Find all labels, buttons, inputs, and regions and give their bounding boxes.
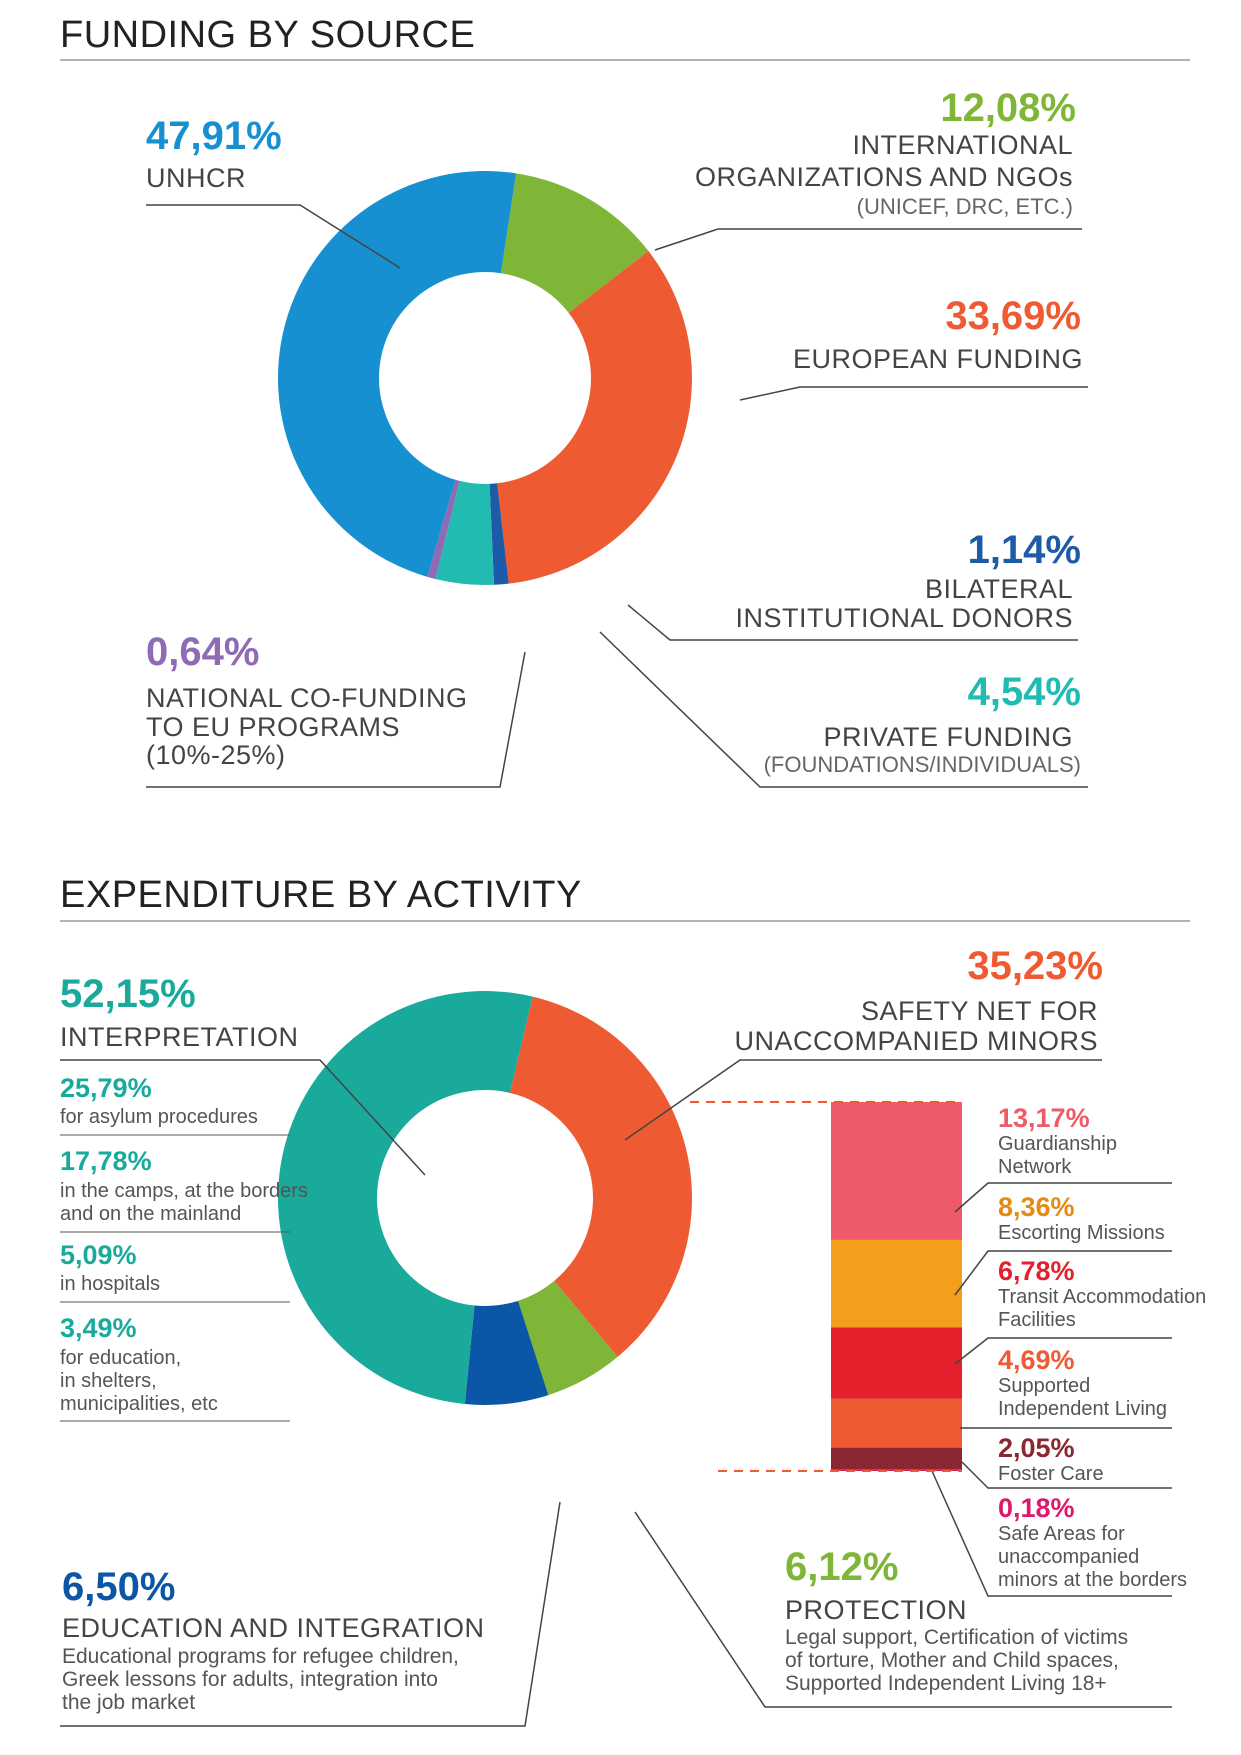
- bar-foster: [831, 1447, 962, 1470]
- slice-protection: [518, 1280, 618, 1396]
- interp-item-2-line1: in the camps, at the borders: [60, 1180, 308, 1202]
- guardianship-line1: Guardianship: [998, 1133, 1117, 1155]
- safe-areas-line3: minors at the borders: [998, 1569, 1187, 1591]
- slice-safety-net: [509, 996, 692, 1357]
- interp-item-2-line2: and on the mainland: [60, 1203, 242, 1225]
- transit-line2: Facilities: [998, 1309, 1076, 1331]
- safe-areas-line1: Safe Areas for: [998, 1523, 1125, 1545]
- intl-percent: 12,08%: [940, 86, 1076, 130]
- protection-percent: 6,12%: [785, 1545, 899, 1589]
- leader-escorting: [954, 1250, 1172, 1296]
- transit-line1: Transit Accommodation: [998, 1286, 1207, 1308]
- bilateral-label-1: BILATERAL: [924, 574, 1073, 604]
- intl-label-2: ORGANIZATIONS AND NGOs: [694, 162, 1073, 192]
- national-label-2: TO EU PROGRAMS: [146, 712, 401, 742]
- funding-donut: [278, 171, 692, 585]
- funding-title: FUNDING BY SOURCE: [60, 14, 476, 56]
- protection-desc-2: of torture, Mother and Child spaces,: [785, 1649, 1119, 1672]
- leader-intl: [654, 228, 1082, 251]
- slice-intl: [500, 173, 649, 313]
- slice-bilateral: [489, 483, 509, 585]
- unhcr-percent: 47,91%: [146, 114, 282, 158]
- national-label-3: (10%-25%): [146, 740, 286, 770]
- education-desc-2: Greek lessons for adults, integration in…: [62, 1668, 438, 1691]
- bar-supported: [831, 1398, 962, 1448]
- transit-percent: 6,78%: [998, 1256, 1075, 1286]
- safety-net-stacked-bar: [831, 1102, 962, 1471]
- leader-guardianship: [954, 1182, 1172, 1213]
- foster-line1: Foster Care: [998, 1463, 1104, 1485]
- protection-label: PROTECTION: [785, 1595, 968, 1625]
- interp-item-4-line2: in shelters,: [60, 1370, 157, 1392]
- expenditure-title: EXPENDITURE BY ACTIVITY: [60, 874, 582, 916]
- private-note: (FOUNDATIONS/INDIVIDUALS): [763, 752, 1081, 777]
- bilateral-label-2: INSTITUTIONAL DONORS: [735, 603, 1073, 633]
- guardianship-percent: 13,17%: [998, 1103, 1090, 1133]
- leader-unhcr: [146, 204, 401, 269]
- education-desc-1: Educational programs for refugee childre…: [62, 1645, 459, 1668]
- bar-guardianship: [831, 1102, 962, 1240]
- bilateral-percent: 1,14%: [967, 528, 1081, 572]
- european-label: EUROPEAN FUNDING: [792, 344, 1083, 374]
- interpretation-label: INTERPRETATION: [60, 1022, 299, 1052]
- education-desc-3: the job market: [62, 1691, 196, 1714]
- leader-safe-areas: [931, 1470, 1172, 1597]
- private-percent: 4,54%: [967, 670, 1081, 714]
- leader-private: [599, 631, 1088, 788]
- european-percent: 33,69%: [945, 294, 1081, 338]
- slice-national: [427, 479, 460, 579]
- interp-item-4-percent: 3,49%: [60, 1313, 137, 1343]
- interp-item-3-percent: 5,09%: [60, 1240, 137, 1270]
- guardianship-line2: Network: [998, 1156, 1072, 1178]
- safety-label-2: UNACCOMPANIED MINORS: [734, 1026, 1098, 1056]
- slice-unhcr: [278, 171, 517, 577]
- safety-label-1: SAFETY NET FOR: [860, 996, 1098, 1026]
- bar-transit: [831, 1327, 962, 1399]
- leader-education: [60, 1501, 561, 1727]
- leader-foster: [961, 1461, 1172, 1489]
- education-percent: 6,50%: [62, 1565, 176, 1609]
- leader-lines: [60, 204, 1172, 1727]
- national-percent: 0,64%: [146, 630, 260, 674]
- slice-education: [464, 1300, 549, 1405]
- leader-safety: [624, 1059, 1102, 1141]
- unhcr-label: UNHCR: [146, 163, 246, 193]
- interpretation-percent: 52,15%: [60, 972, 196, 1016]
- leader-interpretation: [60, 1059, 426, 1176]
- national-label-1: NATIONAL CO-FUNDING: [146, 683, 468, 713]
- interp-item-4-line1: for education,: [60, 1347, 182, 1369]
- supported-line1: Supported: [998, 1375, 1091, 1397]
- interp-item-1-percent: 25,79%: [60, 1073, 152, 1103]
- expenditure-donut: [278, 990, 692, 1405]
- slice-interpretation: [278, 990, 533, 1405]
- interp-item-4-line3: municipalities, etc: [60, 1393, 218, 1415]
- foster-percent: 2,05%: [998, 1433, 1075, 1463]
- leader-protection: [634, 1511, 1172, 1708]
- escorting-line1: Escorting Missions: [998, 1222, 1165, 1244]
- intl-label-1: INTERNATIONAL: [852, 130, 1073, 160]
- leader-transit: [954, 1337, 1172, 1365]
- interp-item-1-line1: for asylum procedures: [60, 1106, 258, 1128]
- escorting-percent: 8,36%: [998, 1192, 1075, 1222]
- intl-note: (UNICEF, DRC, ETC.): [856, 194, 1073, 219]
- protection-desc-1: Legal support, Certification of victims: [785, 1626, 1129, 1649]
- supported-percent: 4,69%: [998, 1345, 1075, 1375]
- slice-european: [497, 250, 692, 584]
- slice-private: [435, 480, 494, 585]
- private-label: PRIVATE FUNDING: [823, 722, 1073, 752]
- protection-desc-3: Supported Independent Living 18+: [785, 1672, 1107, 1695]
- safe-areas-percent: 0,18%: [998, 1493, 1075, 1523]
- leader-bilateral: [627, 604, 1078, 641]
- interp-item-3-line1: in hospitals: [60, 1273, 161, 1295]
- leader-national: [146, 651, 526, 788]
- safe-areas-line2: unaccompanied: [998, 1546, 1140, 1568]
- education-label: EDUCATION AND INTEGRATION: [62, 1613, 485, 1643]
- interp-item-2-percent: 17,78%: [60, 1146, 152, 1176]
- bar-escorting: [831, 1239, 962, 1328]
- safety-percent: 35,23%: [967, 944, 1103, 988]
- supported-line2: Independent Living: [998, 1398, 1168, 1420]
- leader-european: [739, 386, 1088, 401]
